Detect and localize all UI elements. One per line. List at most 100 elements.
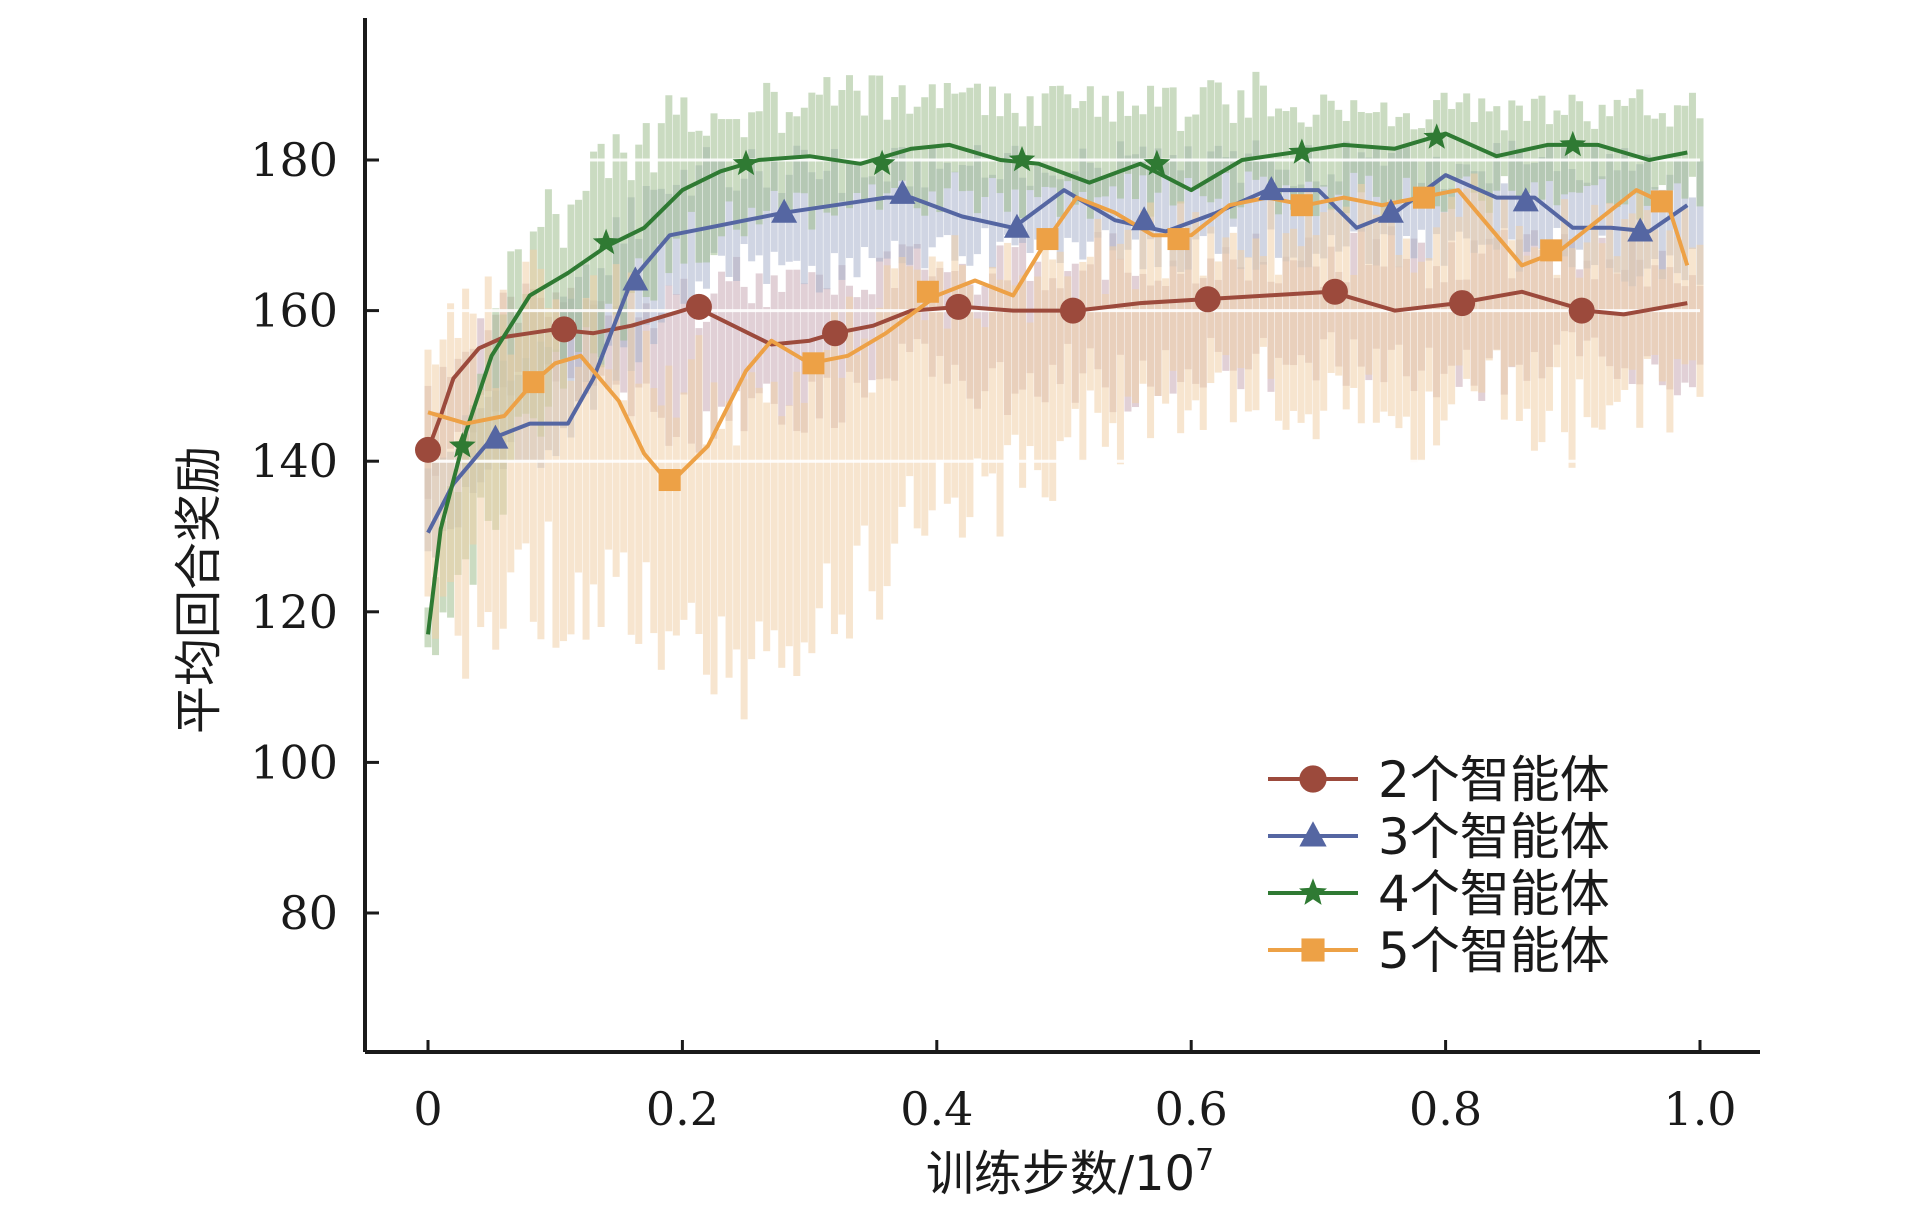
- y-tick-label: 140: [250, 434, 338, 488]
- band-bar: [815, 94, 823, 206]
- data-point: [771, 198, 798, 223]
- data-point: [1288, 138, 1316, 164]
- band-bar: [951, 171, 959, 261]
- band-bar: [958, 265, 966, 538]
- band-bar: [1071, 171, 1079, 243]
- band-bar: [861, 177, 869, 248]
- band-bar: [1387, 126, 1395, 221]
- band-bar: [1139, 146, 1147, 270]
- band-bar: [981, 327, 989, 477]
- band-bar: [733, 119, 741, 230]
- band-bar: [544, 189, 552, 407]
- band-bar: [958, 164, 966, 257]
- band-bar: [672, 114, 680, 239]
- y-tick-label: 80: [279, 886, 338, 940]
- band-bar: [913, 269, 921, 529]
- band-bar: [1101, 294, 1109, 447]
- band-bar: [1651, 118, 1659, 190]
- data-point: [449, 432, 476, 458]
- band-bar: [951, 93, 959, 173]
- band-bar: [898, 256, 906, 507]
- band-bar: [1004, 93, 1012, 212]
- data-point: [1321, 278, 1348, 305]
- data-point: [1258, 176, 1285, 201]
- data-point: [1008, 146, 1036, 172]
- band-bar: [778, 416, 786, 668]
- x-tick-label: 0.8: [1409, 1082, 1482, 1136]
- band-bar: [680, 392, 688, 620]
- band-bar: [1184, 226, 1192, 411]
- band-bar: [1696, 244, 1704, 397]
- band-bar: [943, 328, 951, 504]
- band-bar: [1357, 183, 1365, 424]
- band-bar: [665, 95, 673, 274]
- series-markers: [415, 123, 1673, 492]
- band-bar: [1079, 101, 1087, 192]
- band-bar: [1312, 235, 1320, 440]
- data-point: [658, 469, 681, 492]
- band-bar: [1034, 165, 1042, 240]
- band-bar: [1372, 149, 1380, 266]
- band-bar: [906, 186, 914, 265]
- band-bar: [725, 187, 733, 277]
- band-bar: [1508, 100, 1516, 191]
- band-bar: [567, 298, 575, 438]
- band-bar: [973, 83, 981, 214]
- data-point: [1003, 213, 1030, 238]
- band-bar: [1162, 87, 1170, 176]
- legend-marker: [1299, 765, 1327, 793]
- data-point: [1036, 228, 1059, 251]
- band-bar: [605, 315, 613, 390]
- band-bar: [439, 339, 447, 597]
- band-bar: [1290, 107, 1298, 210]
- data-point: [1650, 190, 1673, 213]
- band-bar: [627, 272, 635, 635]
- band-bar: [1418, 261, 1426, 461]
- band-bar: [1688, 197, 1696, 250]
- band-bar: [1342, 120, 1350, 214]
- band-bar: [1026, 322, 1034, 447]
- band-bar: [808, 370, 816, 654]
- band-bar: [958, 92, 966, 192]
- band-bar: [793, 371, 801, 676]
- band-bar: [876, 171, 884, 262]
- band-bar: [838, 377, 846, 615]
- band-bar: [800, 149, 808, 285]
- band-bar: [845, 296, 853, 639]
- band-bar: [988, 266, 996, 474]
- band-bar: [733, 190, 741, 282]
- band-bar: [845, 160, 853, 259]
- band-bar: [996, 179, 1004, 242]
- band-bar: [1026, 96, 1034, 191]
- band-bar: [1079, 261, 1087, 461]
- band-bar: [642, 123, 650, 298]
- band-bar: [1350, 274, 1358, 388]
- band-bar: [1515, 225, 1523, 421]
- band-bar: [1320, 94, 1328, 187]
- band-bar: [928, 84, 936, 192]
- band-bar: [1643, 210, 1651, 359]
- band-bar: [1553, 110, 1561, 206]
- band-bar: [740, 379, 748, 720]
- band-bar: [1049, 259, 1057, 501]
- band-bar: [1049, 175, 1057, 231]
- y-tick-label: 180: [250, 133, 338, 187]
- band-bar: [702, 321, 710, 412]
- data-point: [522, 371, 545, 394]
- band-bar: [876, 307, 884, 620]
- data-point: [889, 179, 916, 204]
- band-bar: [1116, 141, 1124, 260]
- band-bar: [793, 116, 801, 193]
- band-bar: [680, 97, 688, 264]
- band-bar: [582, 297, 590, 640]
- band-bar: [1681, 208, 1689, 365]
- band-bar: [590, 151, 598, 354]
- band-bar: [1696, 161, 1704, 285]
- band-bar: [1222, 104, 1230, 173]
- band-bar: [891, 268, 899, 544]
- band-bar: [1147, 85, 1155, 217]
- x-tick-label: 0.6: [1155, 1082, 1228, 1136]
- band-bar: [755, 111, 763, 225]
- series-line: [426, 289, 1688, 451]
